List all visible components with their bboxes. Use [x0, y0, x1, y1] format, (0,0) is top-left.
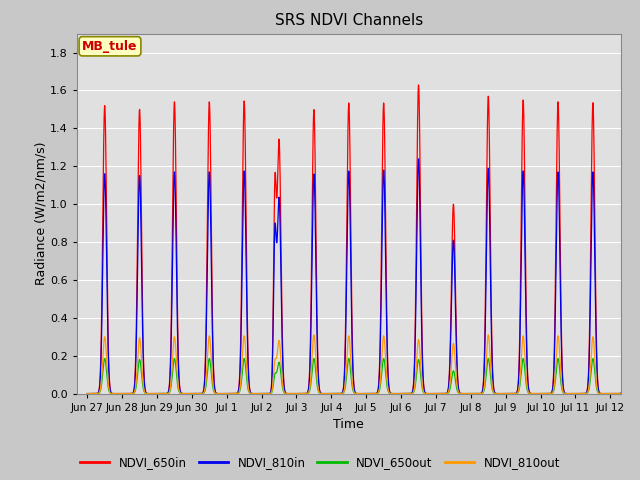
Title: SRS NDVI Channels: SRS NDVI Channels — [275, 13, 423, 28]
Legend: NDVI_650in, NDVI_810in, NDVI_650out, NDVI_810out: NDVI_650in, NDVI_810in, NDVI_650out, NDV… — [75, 452, 565, 474]
Y-axis label: Radiance (W/m2/nm/s): Radiance (W/m2/nm/s) — [35, 142, 47, 285]
X-axis label: Time: Time — [333, 418, 364, 431]
Text: MB_tule: MB_tule — [82, 40, 138, 53]
